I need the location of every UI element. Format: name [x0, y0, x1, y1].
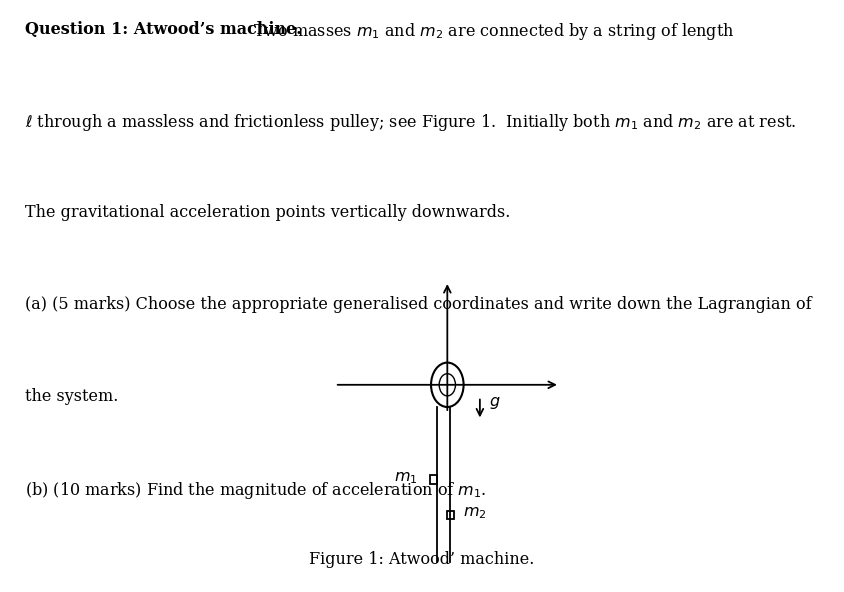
Text: $\ell$ through a massless and frictionless pulley; see Figure 1.  Initially both: $\ell$ through a massless and frictionle… — [25, 112, 797, 133]
Text: the system.: the system. — [25, 388, 119, 405]
Text: Two masses $m_1$ and $m_2$ are connected by a string of length: Two masses $m_1$ and $m_2$ are connected… — [243, 21, 734, 41]
Text: Question 1: Atwood’s machine.: Question 1: Atwood’s machine. — [25, 21, 302, 38]
Text: $g$: $g$ — [489, 394, 500, 411]
Bar — [446, 510, 454, 520]
Text: (b) (10 marks) Find the magnitude of acceleration of $m_1$.: (b) (10 marks) Find the magnitude of acc… — [25, 480, 487, 500]
Bar — [430, 475, 437, 484]
Text: $m_1$: $m_1$ — [394, 469, 418, 486]
Text: $m_2$: $m_2$ — [463, 504, 486, 522]
Text: Figure 1: Atwood’ machine.: Figure 1: Atwood’ machine. — [309, 551, 535, 568]
Text: (a) (5 marks) Choose the appropriate generalised coordinates and write down the : (a) (5 marks) Choose the appropriate gen… — [25, 296, 812, 313]
Text: The gravitational acceleration points vertically downwards.: The gravitational acceleration points ve… — [25, 204, 511, 221]
